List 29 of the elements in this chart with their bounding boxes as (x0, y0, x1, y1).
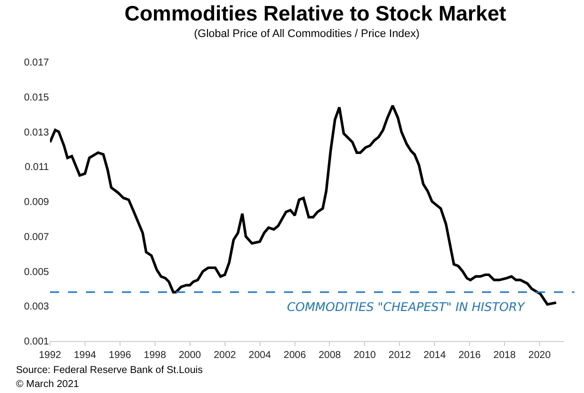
ref-line-label: COMMODITIES "CHEAPEST" IN HISTORY (287, 300, 526, 314)
x-tick-label: 1996 (108, 350, 132, 361)
x-tick-label: 2004 (248, 350, 272, 361)
x-tick-label: 2014 (424, 350, 446, 361)
y-tick-label: 0.015 (24, 92, 50, 104)
text: © March 2021 (16, 379, 80, 390)
y-tick-label: 0.001 (24, 336, 50, 348)
x-tick-label: 1998 (144, 350, 166, 361)
x-tick-label: 2006 (284, 350, 306, 361)
y-tick-label: 0.007 (24, 232, 50, 243)
x-tick-label: 2002 (214, 350, 236, 361)
x-tick-label: 2018 (493, 350, 516, 361)
y-tick-label: 0.011 (24, 162, 50, 174)
y-tick-label: 0.017 (24, 58, 50, 68)
y-tick-label: 0.009 (24, 197, 50, 208)
x-tick-label: 2010 (354, 350, 376, 361)
chart-title: Commodities Relative to Stock Market (124, 2, 506, 26)
x-tick-label: 2012 (388, 350, 412, 361)
x-tick-label: 2000 (178, 350, 202, 361)
x-tick-label: 2016 (458, 350, 482, 361)
x-tick-label: 2008 (318, 350, 342, 361)
chart-subtitle: (Global Price of All Commodities / Price Index) (194, 28, 420, 40)
y-tick-label: 0.013 (24, 127, 50, 138)
x-tick-label: 1992 (38, 350, 62, 361)
y-tick-label: 0.005 (24, 266, 50, 278)
source-note: Source: Federal Reserve Bank of St.Louis (16, 365, 203, 376)
x-tick-label: 2020 (528, 350, 552, 361)
x-tick-label: 1994 (74, 350, 97, 361)
y-tick-label: 0.003 (24, 302, 50, 313)
